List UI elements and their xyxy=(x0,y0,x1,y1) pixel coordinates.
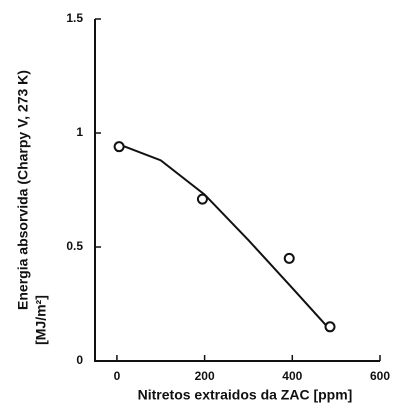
data-point xyxy=(283,252,295,264)
x-tick-label: 600 xyxy=(370,369,390,383)
fit-curve xyxy=(118,143,329,328)
y-axis-label: Energia absorvida (Charpy V, 273 K) xyxy=(15,70,31,310)
y-axis-label: [MJ/m²] xyxy=(33,295,49,345)
y-tick-label: 1 xyxy=(76,125,83,139)
data-point xyxy=(324,321,336,333)
data-point xyxy=(196,193,208,205)
y-tick-label: 0 xyxy=(76,353,83,367)
y-tick-label: 0.5 xyxy=(66,239,83,253)
x-tick-label: 0 xyxy=(114,369,121,383)
data-point xyxy=(113,141,125,153)
y-tick-label: 1.5 xyxy=(66,11,83,25)
x-axis-label: Nitretos extraidos da ZAC [ppm] xyxy=(138,387,353,403)
x-tick-label: 200 xyxy=(195,369,215,383)
plot-frame xyxy=(94,19,380,362)
x-tick-label: 400 xyxy=(282,369,302,383)
